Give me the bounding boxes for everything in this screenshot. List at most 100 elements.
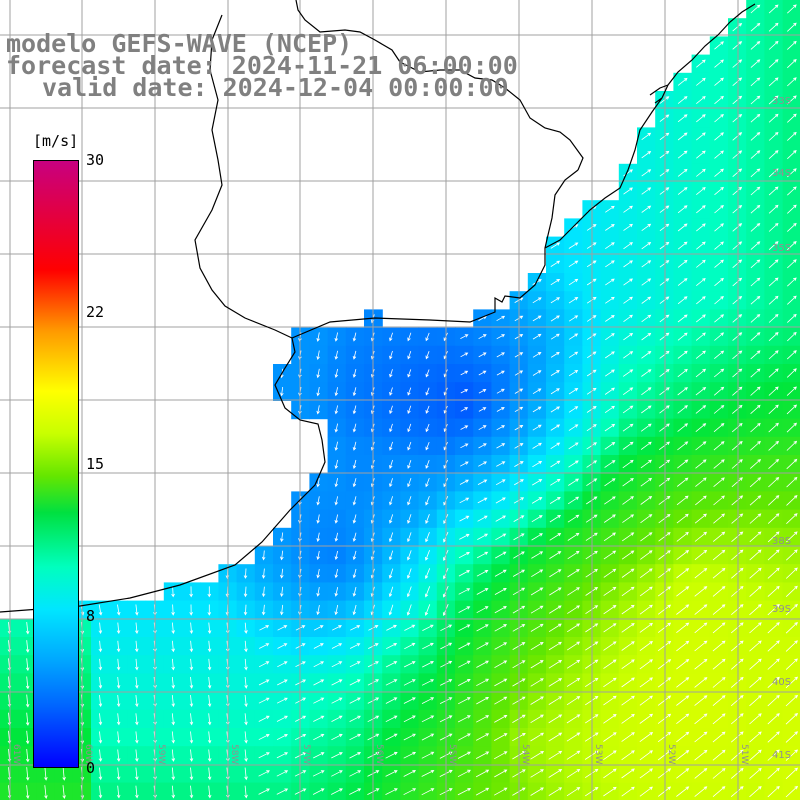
wind-arrow [207, 785, 212, 799]
wind-arrow [550, 460, 561, 468]
wind-arrow [786, 531, 798, 543]
wind-arrow [641, 405, 652, 414]
wind-cell [345, 709, 365, 729]
wind-arrow [677, 387, 688, 396]
wind-arrow [407, 423, 412, 433]
wind-arrow [350, 625, 361, 631]
wind-arrow [280, 532, 284, 543]
wind-arrow [496, 388, 505, 394]
wind-arrow [696, 77, 706, 86]
wind-cell [782, 782, 800, 800]
wind-cell [709, 418, 729, 438]
wind-arrow [495, 515, 507, 522]
wind-cell [746, 54, 765, 74]
wind-cell [746, 254, 765, 274]
wind-cell [673, 273, 693, 292]
wind-cell [746, 473, 765, 492]
wind-cell [728, 54, 747, 74]
wind-cell [473, 345, 492, 365]
wind-cell [400, 746, 420, 765]
wind-arrow [276, 752, 289, 759]
wind-arrow [785, 658, 798, 670]
wind-arrow [603, 550, 617, 560]
wind-arrow [566, 768, 581, 778]
wind-arrow [641, 278, 652, 286]
wind-cell [473, 491, 492, 511]
wind-arrow [677, 296, 688, 305]
wind-cell [673, 564, 693, 583]
wind-cell [691, 546, 711, 565]
wind-arrow [531, 569, 544, 578]
wind-cell [600, 637, 620, 656]
wind-arrow [622, 369, 634, 377]
wind-arrow [568, 242, 579, 249]
wind-arrow [425, 332, 430, 342]
wind-cell [728, 673, 747, 693]
wind-cell [418, 655, 438, 674]
wind-arrow [694, 695, 708, 706]
wind-cell [691, 145, 711, 165]
wind-arrow [750, 132, 761, 141]
wind-arrow [388, 550, 394, 561]
wind-arrow [768, 113, 779, 123]
wind-arrow [605, 242, 615, 250]
wind-arrow [676, 695, 690, 706]
wind-cell [291, 764, 310, 784]
wind-arrow [389, 332, 393, 342]
wind-cell [564, 273, 583, 292]
wind-arrow [349, 715, 361, 722]
wind-cell [455, 473, 474, 492]
wind-cell [491, 309, 511, 329]
wind-arrow [459, 533, 470, 540]
wind-arrow [388, 568, 394, 579]
wind-arrow [750, 168, 761, 178]
wind-cell [527, 673, 547, 693]
wind-cell [564, 637, 583, 656]
wind-cell [673, 182, 693, 201]
wind-arrow [25, 640, 30, 653]
wind-arrow [352, 586, 357, 597]
wind-cell [709, 764, 729, 784]
wind-arrow [786, 549, 798, 561]
wind-arrow [603, 677, 617, 688]
wind-cell [600, 200, 620, 219]
wind-cell [618, 564, 638, 583]
wind-cell [637, 709, 656, 729]
wind-cell [637, 200, 656, 219]
wind-arrow [207, 695, 212, 708]
wind-arrow [767, 676, 780, 688]
wind-arrow [604, 405, 615, 414]
wind-arrow [786, 495, 798, 506]
wind-cell [691, 637, 711, 656]
wind-arrow [640, 514, 653, 524]
wind-arrow [277, 643, 288, 649]
wind-arrow [713, 404, 725, 414]
wind-cell [673, 637, 693, 656]
wind-arrow [640, 532, 653, 542]
wind-cell [691, 655, 711, 674]
wind-cell [764, 491, 784, 511]
wind-arrow [787, 40, 797, 50]
wind-arrow [750, 223, 761, 232]
wind-arrow [786, 368, 797, 378]
wind-cell [600, 709, 620, 729]
wind-arrow [749, 513, 762, 524]
wind-cell [455, 618, 474, 638]
wind-arrow [605, 278, 615, 286]
wind-arrow [714, 41, 724, 50]
wind-cell [600, 600, 620, 620]
wind-cell [764, 327, 784, 347]
wind-cell [673, 436, 693, 456]
wind-arrow [276, 697, 288, 704]
wind-arrow [623, 314, 633, 323]
wind-arrow [457, 769, 471, 778]
wind-arrow [388, 604, 394, 616]
wind-arrow [116, 640, 121, 653]
wind-cell [600, 364, 620, 383]
wind-cell [746, 673, 765, 693]
wind-arrow [750, 241, 761, 250]
wind-arrow [767, 658, 780, 670]
wind-arrow [568, 315, 579, 322]
wind-arrow [316, 332, 320, 342]
wind-arrow [768, 277, 779, 287]
